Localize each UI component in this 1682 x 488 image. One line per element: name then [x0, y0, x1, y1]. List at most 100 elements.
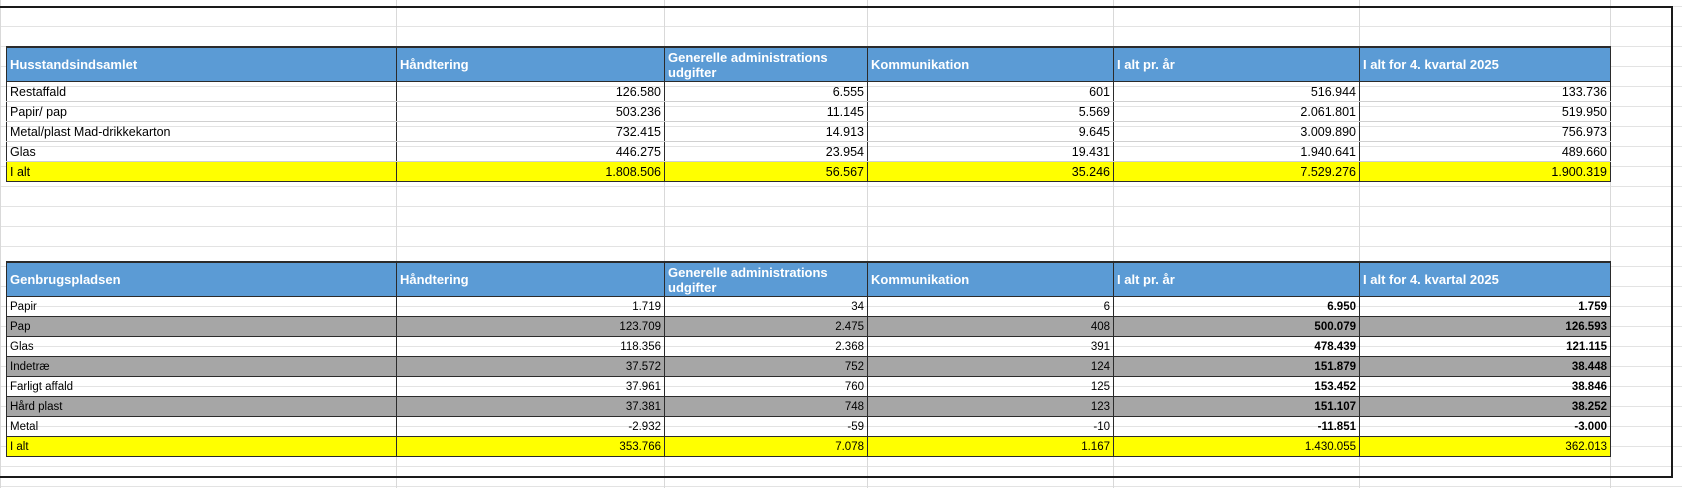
value-cell[interactable]: 133.736	[1359, 81, 1611, 102]
row-label-cell[interactable]: Hård plast	[6, 396, 397, 417]
value-cell[interactable]: 391	[867, 336, 1114, 357]
row-label-cell[interactable]: I alt	[6, 436, 397, 457]
value-cell[interactable]: 489.660	[1359, 141, 1611, 162]
column-gridline	[396, 0, 397, 488]
value-cell[interactable]: 6	[867, 296, 1114, 317]
value-cell[interactable]: -59	[664, 416, 868, 437]
header-cell[interactable]: Husstandsindsamlet	[6, 46, 397, 82]
value-cell[interactable]: 752	[664, 356, 868, 377]
header-cell[interactable]: I alt for 4. kvartal 2025	[1359, 261, 1611, 297]
value-cell[interactable]: 5.569	[867, 101, 1114, 122]
header-cell[interactable]: Håndtering	[396, 46, 665, 82]
total-cell[interactable]: 1.167	[867, 436, 1114, 457]
total-row: I alt 1.808.506 56.567 35.246 7.529.276 …	[6, 161, 1611, 182]
value-cell[interactable]: 151.107	[1113, 396, 1360, 417]
header-cell[interactable]: I alt for 4. kvartal 2025	[1359, 46, 1611, 82]
value-cell[interactable]: 760	[664, 376, 868, 397]
value-cell[interactable]: 38.448	[1359, 356, 1611, 377]
value-cell[interactable]: 1.759	[1359, 296, 1611, 317]
value-cell[interactable]: 6.950	[1113, 296, 1360, 317]
row-label-cell[interactable]: Glas	[6, 336, 397, 357]
table-row: Pap 123.709 2.475 408 500.079 126.593	[6, 316, 1611, 337]
value-cell[interactable]: 478.439	[1113, 336, 1360, 357]
header-cell[interactable]: Generelle administrations udgifter	[664, 261, 868, 297]
value-cell[interactable]: 123	[867, 396, 1114, 417]
value-cell[interactable]: 37.572	[396, 356, 665, 377]
value-cell[interactable]: 516.944	[1113, 81, 1360, 102]
value-cell[interactable]: -3.000	[1359, 416, 1611, 437]
value-cell[interactable]: 38.252	[1359, 396, 1611, 417]
value-cell[interactable]: 124	[867, 356, 1114, 377]
total-cell[interactable]: 35.246	[867, 161, 1114, 182]
household-header-row: Husstandsindsamlet Håndtering Generelle …	[6, 46, 1611, 82]
value-cell[interactable]: -10	[867, 416, 1114, 437]
header-cell[interactable]: Genbrugspladsen	[6, 261, 397, 297]
total-cell[interactable]: 1.900.319	[1359, 161, 1611, 182]
value-cell[interactable]: 2.475	[664, 316, 868, 337]
total-cell[interactable]: 1.430.055	[1113, 436, 1360, 457]
value-cell[interactable]: 11.145	[664, 101, 868, 122]
value-cell[interactable]: 37.381	[396, 396, 665, 417]
row-label-cell[interactable]: Metal/plast Mad-drikkekarton	[6, 121, 397, 142]
value-cell[interactable]: 3.009.890	[1113, 121, 1360, 142]
value-cell[interactable]: 23.954	[664, 141, 868, 162]
header-cell[interactable]: Generelle administrations udgifter	[664, 46, 868, 82]
value-cell[interactable]: 151.879	[1113, 356, 1360, 377]
value-cell[interactable]: 756.973	[1359, 121, 1611, 142]
value-cell[interactable]: 6.555	[664, 81, 868, 102]
value-cell[interactable]: 34	[664, 296, 868, 317]
total-cell[interactable]: 56.567	[664, 161, 868, 182]
value-cell[interactable]: 408	[867, 316, 1114, 337]
value-cell[interactable]: -2.932	[396, 416, 665, 437]
table-row: Glas 118.356 2.368 391 478.439 121.115	[6, 336, 1611, 357]
value-cell[interactable]: 121.115	[1359, 336, 1611, 357]
value-cell[interactable]: -11.851	[1113, 416, 1360, 437]
header-cell[interactable]: Kommunikation	[867, 261, 1114, 297]
total-cell[interactable]: 1.808.506	[396, 161, 665, 182]
row-label-cell[interactable]: I alt	[6, 161, 397, 182]
row-label-cell[interactable]: Pap	[6, 316, 397, 337]
value-cell[interactable]: 125	[867, 376, 1114, 397]
value-cell[interactable]: 732.415	[396, 121, 665, 142]
row-label-cell[interactable]: Restaffald	[6, 81, 397, 102]
value-cell[interactable]: 446.275	[396, 141, 665, 162]
value-cell[interactable]: 519.950	[1359, 101, 1611, 122]
row-label-cell[interactable]: Indetræ	[6, 356, 397, 377]
value-cell[interactable]: 1.719	[396, 296, 665, 317]
total-cell[interactable]: 7.529.276	[1113, 161, 1360, 182]
value-cell[interactable]: 37.961	[396, 376, 665, 397]
value-cell[interactable]: 19.431	[867, 141, 1114, 162]
value-cell[interactable]: 9.645	[867, 121, 1114, 142]
row-label-cell[interactable]: Farligt affald	[6, 376, 397, 397]
row-label-cell[interactable]: Papir/ pap	[6, 101, 397, 122]
header-cell[interactable]: Håndtering	[396, 261, 665, 297]
table-row: Hård plast 37.381 748 123 151.107 38.252	[6, 396, 1611, 417]
header-cell[interactable]: I alt pr. år	[1113, 261, 1360, 297]
value-cell[interactable]: 2.061.801	[1113, 101, 1360, 122]
value-cell[interactable]: 503.236	[396, 101, 665, 122]
total-cell[interactable]: 353.766	[396, 436, 665, 457]
value-cell[interactable]: 500.079	[1113, 316, 1360, 337]
column-gridline	[1113, 0, 1114, 488]
table-row: Indetræ 37.572 752 124 151.879 38.448	[6, 356, 1611, 377]
value-cell[interactable]: 1.940.641	[1113, 141, 1360, 162]
value-cell[interactable]: 14.913	[664, 121, 868, 142]
row-label-cell[interactable]: Papir	[6, 296, 397, 317]
total-cell[interactable]: 7.078	[664, 436, 868, 457]
value-cell[interactable]: 38.846	[1359, 376, 1611, 397]
total-cell[interactable]: 362.013	[1359, 436, 1611, 457]
value-cell[interactable]: 748	[664, 396, 868, 417]
value-cell[interactable]: 126.593	[1359, 316, 1611, 337]
value-cell[interactable]: 2.368	[664, 336, 868, 357]
value-cell[interactable]: 601	[867, 81, 1114, 102]
header-cell[interactable]: Kommunikation	[867, 46, 1114, 82]
row-label-cell[interactable]: Glas	[6, 141, 397, 162]
value-cell[interactable]: 126.580	[396, 81, 665, 102]
value-cell[interactable]: 123.709	[396, 316, 665, 337]
table-row: Papir 1.719 34 6 6.950 1.759	[6, 296, 1611, 317]
table-row: Glas 446.275 23.954 19.431 1.940.641 489…	[6, 141, 1611, 162]
value-cell[interactable]: 153.452	[1113, 376, 1360, 397]
header-cell[interactable]: I alt pr. år	[1113, 46, 1360, 82]
value-cell[interactable]: 118.356	[396, 336, 665, 357]
row-label-cell[interactable]: Metal	[6, 416, 397, 437]
